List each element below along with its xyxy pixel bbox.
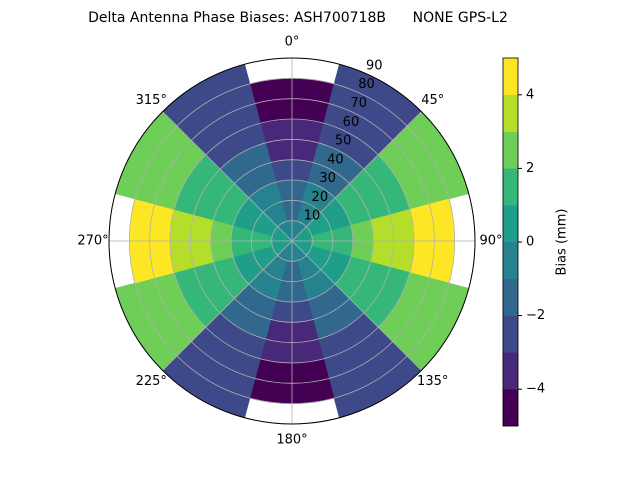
r-tick-label: 70 bbox=[350, 96, 367, 111]
angular-grid-line bbox=[162, 240, 293, 371]
colorbar-tick-label: −4 bbox=[526, 382, 545, 397]
colorbar-label: Bias (mm) bbox=[555, 209, 570, 276]
theta-tick-label: 45° bbox=[421, 93, 444, 108]
colorbar-band bbox=[502, 278, 519, 316]
r-tick-label: 30 bbox=[319, 171, 336, 186]
colorbar-band bbox=[502, 241, 519, 280]
colorbar-band bbox=[502, 131, 519, 169]
r-tick-label: 50 bbox=[335, 134, 352, 149]
colorbar-band bbox=[502, 352, 519, 390]
angular-grid-line bbox=[162, 111, 293, 242]
colorbar-tick-label: −2 bbox=[526, 308, 545, 323]
r-tick-label: 80 bbox=[358, 77, 375, 92]
colorbar-tick-label: 0 bbox=[526, 235, 534, 250]
theta-tick-label: 225° bbox=[136, 374, 167, 389]
colorbar-band bbox=[502, 204, 519, 243]
r-tick-label: 20 bbox=[312, 190, 329, 205]
angular-grid-line bbox=[291, 240, 422, 371]
colorbar-band bbox=[502, 388, 519, 427]
r-tick-label: 90 bbox=[366, 58, 383, 73]
theta-tick-label: 180° bbox=[276, 433, 307, 448]
colorbar-band bbox=[502, 168, 519, 206]
theta-tick-label: 270° bbox=[77, 234, 108, 249]
theta-tick-label: 0° bbox=[285, 35, 300, 50]
r-tick-label: 40 bbox=[327, 152, 344, 167]
theta-tick-label: 315° bbox=[136, 93, 167, 108]
theta-tick-label: 135° bbox=[417, 374, 448, 389]
colorbar-band bbox=[502, 315, 519, 353]
colorbar-tick-label: 2 bbox=[526, 161, 534, 176]
colorbar-tick-label: 4 bbox=[526, 87, 534, 102]
chart-title: Delta Antenna Phase Biases: ASH700718B N… bbox=[88, 10, 508, 26]
angular-grid-line bbox=[291, 111, 422, 242]
theta-tick-label: 90° bbox=[479, 234, 502, 249]
colorbar-band bbox=[502, 57, 519, 96]
colorbar-band bbox=[502, 94, 519, 132]
polar-frame bbox=[108, 57, 476, 425]
r-tick-label: 60 bbox=[343, 115, 360, 130]
r-tick-label: 10 bbox=[304, 209, 321, 224]
